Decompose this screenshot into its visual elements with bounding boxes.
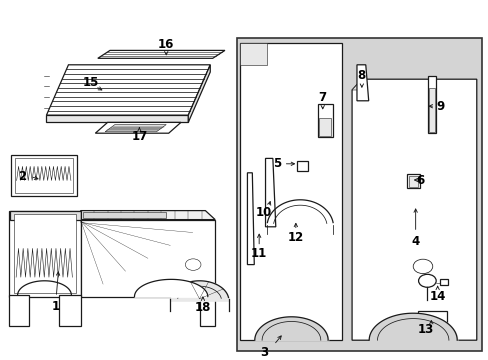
Polygon shape <box>199 295 215 326</box>
Polygon shape <box>14 214 76 293</box>
Polygon shape <box>351 79 476 340</box>
Polygon shape <box>46 115 188 122</box>
Polygon shape <box>9 211 81 297</box>
Polygon shape <box>95 122 181 133</box>
Circle shape <box>185 259 201 270</box>
Text: 2: 2 <box>18 170 26 183</box>
Circle shape <box>418 274 435 287</box>
Text: 11: 11 <box>250 247 267 260</box>
Text: 15: 15 <box>82 76 99 89</box>
Polygon shape <box>239 43 266 65</box>
Text: 5: 5 <box>273 157 281 170</box>
Text: 3: 3 <box>260 346 267 359</box>
Text: 8: 8 <box>357 69 365 82</box>
Text: 10: 10 <box>255 206 272 219</box>
Polygon shape <box>10 211 81 220</box>
Polygon shape <box>351 79 366 90</box>
Text: 4: 4 <box>411 235 419 248</box>
Bar <box>407 174 419 188</box>
Polygon shape <box>428 88 434 132</box>
Bar <box>15 158 73 193</box>
Polygon shape <box>83 212 166 218</box>
Text: 18: 18 <box>194 301 211 314</box>
Text: 6: 6 <box>416 174 424 186</box>
Text: 9: 9 <box>435 100 443 113</box>
Text: 13: 13 <box>416 323 433 336</box>
Text: 12: 12 <box>287 231 304 244</box>
Bar <box>319 118 330 136</box>
Text: 7: 7 <box>318 91 326 104</box>
Bar <box>417 311 447 333</box>
Polygon shape <box>81 220 215 297</box>
Polygon shape <box>105 125 166 132</box>
Polygon shape <box>247 173 254 265</box>
Circle shape <box>412 259 432 274</box>
Polygon shape <box>265 158 275 227</box>
Polygon shape <box>356 65 368 101</box>
Bar <box>11 155 77 196</box>
Polygon shape <box>239 43 342 340</box>
Bar <box>297 161 307 171</box>
Polygon shape <box>9 295 29 326</box>
Polygon shape <box>46 65 210 115</box>
Bar <box>408 176 417 187</box>
Text: 1: 1 <box>52 300 60 312</box>
Bar <box>439 279 447 285</box>
Polygon shape <box>98 50 224 58</box>
Text: 14: 14 <box>428 291 445 303</box>
Bar <box>237 38 481 351</box>
Polygon shape <box>427 76 435 133</box>
Polygon shape <box>188 65 210 122</box>
Polygon shape <box>81 211 215 220</box>
Polygon shape <box>59 295 81 326</box>
Text: 16: 16 <box>158 39 174 51</box>
Bar <box>317 104 332 137</box>
Text: 17: 17 <box>131 130 147 143</box>
